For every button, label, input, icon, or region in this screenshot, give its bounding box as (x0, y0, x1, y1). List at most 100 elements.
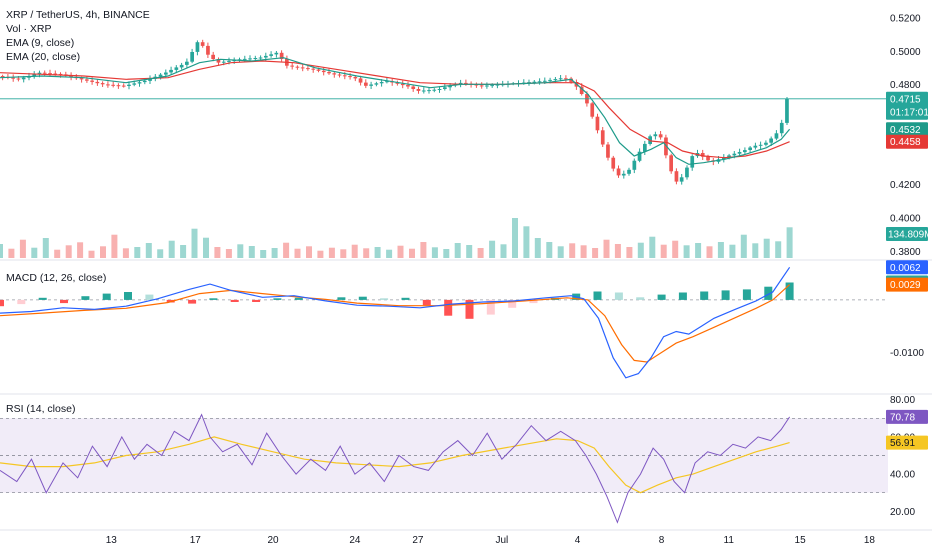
time-tick-label: 18 (864, 535, 876, 546)
volume-bar (592, 248, 599, 258)
candle-body (737, 152, 742, 154)
macd-signal-line (0, 284, 791, 363)
candle-body (58, 73, 63, 75)
candle-body (253, 58, 258, 59)
candle-body (90, 80, 94, 82)
time-tick-label: Jul (496, 535, 509, 546)
volume-bar (443, 249, 450, 258)
candle-body (185, 61, 189, 65)
candle-body (764, 142, 768, 145)
rsi-badge: 70.78 (890, 412, 915, 423)
candle-body (658, 134, 663, 138)
volume-bar (111, 234, 118, 258)
candle-body (242, 58, 247, 60)
candle-body (385, 81, 389, 83)
candle-body (743, 150, 747, 153)
candle-body (606, 144, 610, 158)
macd-title[interactable]: MACD (12, 26, close) (6, 272, 107, 284)
candle-body (627, 169, 631, 174)
volume-bar (88, 250, 95, 258)
rsi-badge-bg (886, 409, 928, 424)
macd-histogram-bar (273, 298, 282, 300)
candle-body (621, 173, 626, 176)
candle-body (379, 82, 384, 84)
candle-body (564, 78, 568, 80)
macd-signal-badge: 0.0029 (890, 280, 921, 291)
candle-body (443, 87, 447, 89)
candle-body (37, 72, 42, 75)
macd-histogram-bar (230, 299, 239, 302)
volume-bar (786, 227, 793, 258)
candle-body (590, 103, 595, 117)
volume-bar (328, 247, 335, 258)
candle-body (406, 85, 410, 87)
volume-bar (294, 248, 301, 258)
candle-body (332, 73, 337, 75)
candle-body (495, 84, 500, 86)
price-tick-label: 0.5200 (890, 14, 921, 25)
time-axis[interactable]: 13 17 20 24 27 Jul 4 8 11 15 18 (106, 535, 876, 546)
candle-body (532, 81, 537, 83)
candle-body (132, 83, 137, 85)
candle-body (206, 45, 210, 55)
macd-histogram-bar (422, 299, 431, 306)
volume-bar (580, 245, 587, 258)
candle-body (342, 75, 347, 77)
macd-histogram-bar (486, 299, 495, 315)
candle-body (274, 52, 279, 55)
candle-body (148, 78, 152, 81)
volume-bar (122, 248, 129, 258)
macd-histogram-bar (124, 292, 132, 300)
candle-body (537, 81, 542, 83)
macd-histogram-bar (678, 292, 687, 300)
volume-bar (420, 242, 427, 258)
candle-body (216, 59, 221, 63)
volume-bar (614, 244, 621, 258)
macd-histogram-bar (294, 297, 303, 300)
volume-legend[interactable]: Vol · XRP (6, 23, 52, 35)
ema20-legend[interactable]: EMA (20, close) (6, 51, 81, 63)
candle-body (637, 151, 642, 161)
candle-body (400, 83, 405, 86)
candle-body (200, 42, 205, 46)
rsi-ma-line (0, 436, 790, 494)
volume-bar (271, 248, 278, 258)
price-axis[interactable]: 0.5200 0.5000 0.4800 0.4200 0.4000 0.3800 0.47… (886, 14, 932, 518)
rsi-pane (0, 413, 888, 524)
countdown-badge: 01:17:01 (890, 107, 929, 118)
candle-body (632, 160, 637, 170)
volume-bar (351, 244, 358, 258)
volume-bar (431, 247, 438, 258)
macd-legend[interactable]: MACD (12, 26, close) (6, 271, 106, 285)
candle-body (258, 57, 263, 59)
candle-body (306, 68, 310, 70)
symbol-title[interactable]: XRP / TetherUS, 4h, BINANCE (6, 9, 150, 21)
volume-bar (374, 247, 381, 258)
volume-bar (260, 250, 267, 258)
candle-body (464, 82, 468, 84)
volume-bar (397, 245, 404, 258)
volume-bar (729, 244, 736, 258)
time-tick-label: 8 (659, 535, 665, 546)
volume-bar (569, 243, 576, 258)
candle-body (490, 85, 494, 87)
candle-body (79, 78, 84, 80)
rsi-legend[interactable]: RSI (14, close) (6, 402, 75, 416)
candle-body (95, 81, 100, 84)
macd-histogram-bar (17, 299, 26, 305)
rsi-tick-label: 20.00 (890, 507, 915, 518)
volume-bar (225, 249, 232, 258)
rsi-title[interactable]: RSI (14, close) (6, 403, 76, 415)
macd-pane (0, 266, 888, 379)
candle-body (21, 77, 26, 80)
candle-body (558, 78, 563, 80)
candle-body (685, 167, 689, 178)
candle-body (158, 74, 163, 77)
candle-body (311, 68, 316, 70)
ema9-legend[interactable]: EMA (9, close) (6, 37, 75, 49)
volume-bar (54, 249, 61, 258)
candle-body (269, 54, 273, 56)
candle-body (479, 85, 484, 87)
volume-bar (19, 239, 26, 258)
